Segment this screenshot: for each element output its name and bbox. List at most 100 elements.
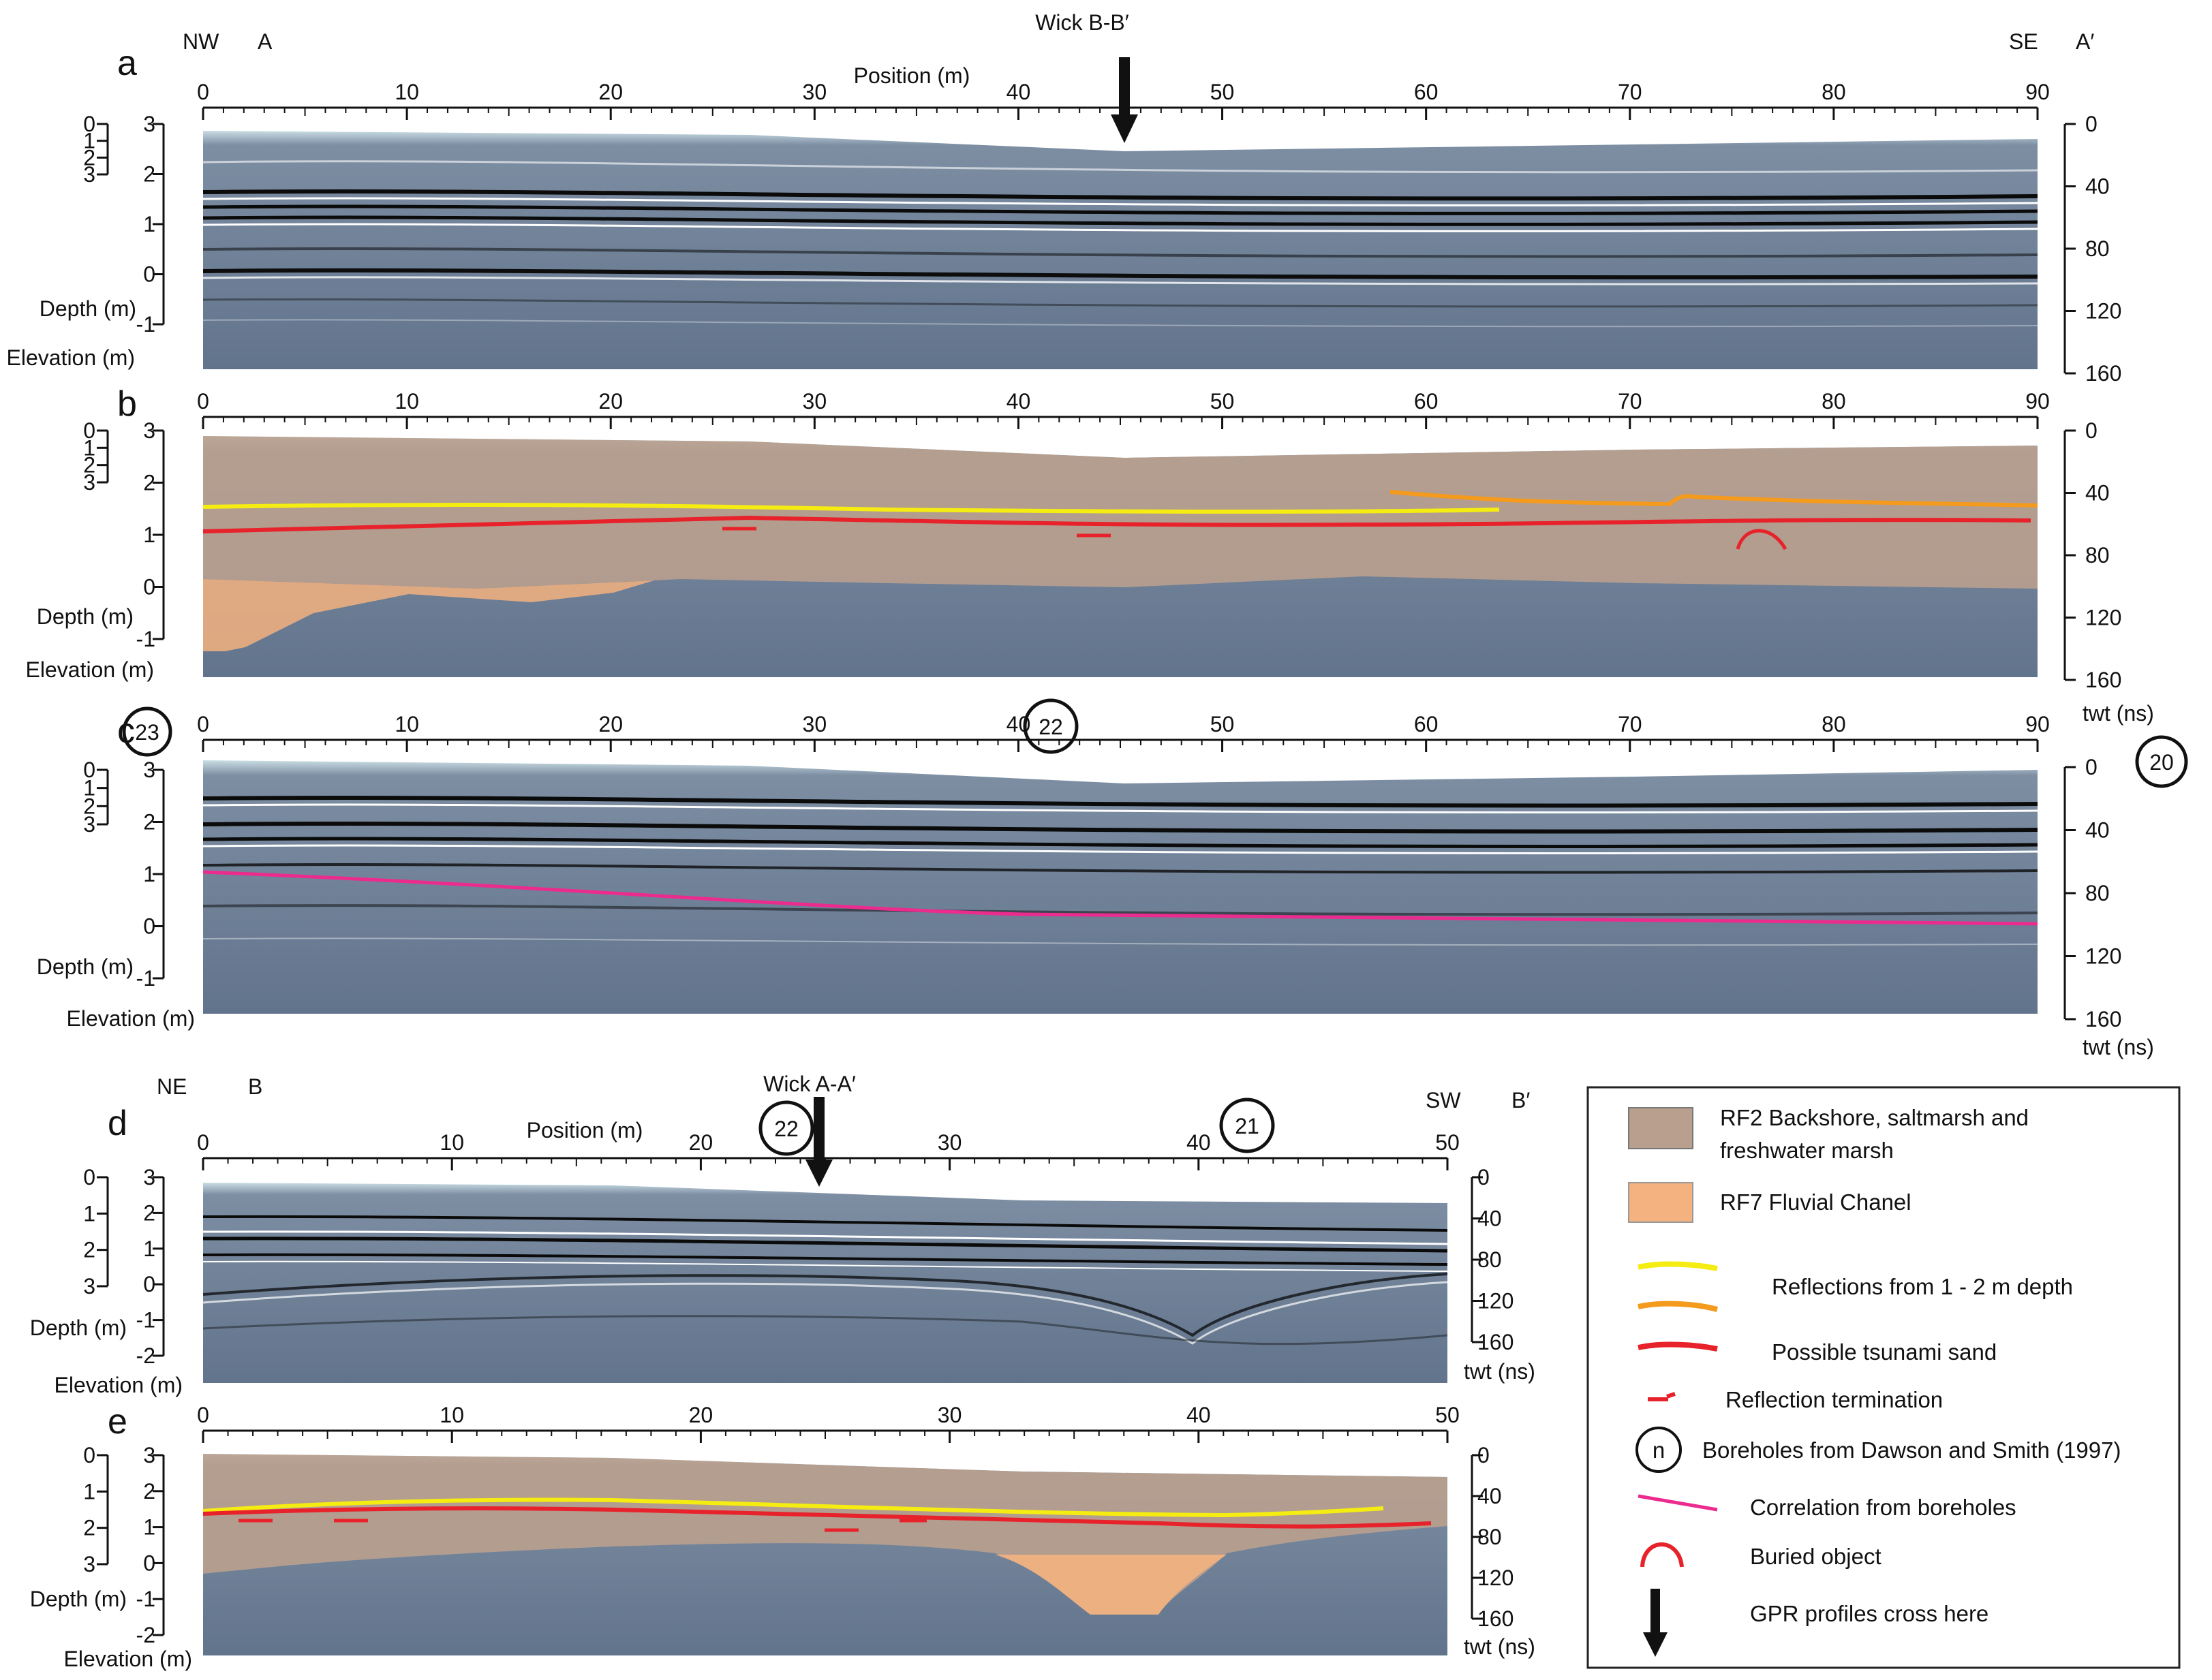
position-tick-label: 20 xyxy=(689,1130,713,1155)
direction-left-label: NW xyxy=(183,29,219,54)
cross-arrow-ab xyxy=(1111,57,1138,143)
legend-tsunami-label: Possible tsunami sand xyxy=(1772,1339,1997,1365)
elevation-axis-tick-label: -1 xyxy=(136,1308,155,1333)
borehole-number: 22 xyxy=(1039,715,1063,739)
legend-correlation: Correlation from boreholes xyxy=(1638,1494,2016,1520)
borehole-number: 21 xyxy=(1235,1114,1259,1138)
legend-correlation-label: Correlation from boreholes xyxy=(1750,1495,2016,1520)
position-tick-label: 20 xyxy=(598,80,623,104)
elevation-axis-tick-label: -2 xyxy=(136,1343,155,1368)
rf7-unit xyxy=(995,1555,1227,1615)
position-tick-label: 30 xyxy=(938,1403,962,1427)
direction-left-label: NE xyxy=(157,1074,187,1099)
elevation-axis-tick-label: 0 xyxy=(143,914,155,939)
position-tick-label: 50 xyxy=(1210,389,1235,414)
buried-object xyxy=(1736,529,1787,550)
profile-start-label: A xyxy=(258,29,273,54)
elevation-axis-tick-label: 3 xyxy=(143,112,155,136)
depth-axis-tick-label: 1 xyxy=(83,1479,95,1504)
twt-axis-tick-label: 40 xyxy=(1477,1484,1502,1508)
position-tick-label: 40 xyxy=(1007,389,1031,414)
position-tick-label: 10 xyxy=(395,389,419,414)
position-tick-label: 40 xyxy=(1186,1130,1211,1155)
twt-axis-tick-label: 120 xyxy=(1477,1566,1514,1590)
depth-axis-tick-label: 2 xyxy=(83,1516,95,1540)
reflection-yellow xyxy=(203,1497,1384,1518)
elevation-axis-tick-label: 0 xyxy=(143,262,155,287)
direction-right-label: SE xyxy=(2009,29,2038,54)
twt-axis-tick-label: 40 xyxy=(2085,174,2110,199)
twt-axis-tick-label: 0 xyxy=(1477,1443,1490,1467)
elevation-axis-tick-label: 2 xyxy=(143,1479,155,1504)
depth-axis-tick-label: 3 xyxy=(83,162,95,187)
elevation-axis-tick-label: 2 xyxy=(143,1200,155,1225)
legend-tsunami: Possible tsunami sand xyxy=(1638,1339,1997,1365)
twt-axis-title: twt (ns) xyxy=(1464,1359,1535,1384)
borehole-marker: 22 xyxy=(758,1100,814,1156)
panel-d: d NE B SW B′ Wick A-A′ Position (m) xyxy=(108,1072,1530,1383)
twt-axis-tick-label: 160 xyxy=(1477,1330,1514,1354)
legend-cross: GPR profiles cross here xyxy=(1643,1589,1988,1657)
position-tick-label: 0 xyxy=(197,712,209,736)
borehole-number: 20 xyxy=(2149,750,2174,775)
twt-axis-title: twt (ns) xyxy=(1464,1634,1535,1659)
position-tick-label: 30 xyxy=(938,1130,962,1155)
twt-axis-tick-label: 0 xyxy=(1477,1165,1490,1189)
position-axis-title: Position (m) xyxy=(854,63,970,88)
twt-axis-tick-label: 0 xyxy=(2085,112,2098,136)
reflection-yellow xyxy=(203,503,1500,514)
depth-axis-title: Depth (m) xyxy=(37,604,134,629)
elevation-axis-tick-label: 1 xyxy=(143,523,155,547)
position-tick-label: 90 xyxy=(2025,712,2050,736)
position-tick-label: 50 xyxy=(1210,80,1235,104)
borehole-marker: 23 xyxy=(122,706,172,757)
twt-axis-tick-label: 80 xyxy=(2085,236,2110,261)
legend-borehole-symbol: n xyxy=(1653,1437,1665,1463)
panel-c: c xyxy=(117,711,2038,1014)
cross-arrow-label: Wick A-A′ xyxy=(763,1072,856,1096)
twt-axis-tick-label: 120 xyxy=(2085,299,2121,324)
twt-axis-tick-label: 0 xyxy=(2085,755,2098,779)
elevation-axis-tick-label: 2 xyxy=(143,810,155,835)
depth-axis-tick-label: 0 xyxy=(83,418,95,443)
position-tick-label: 0 xyxy=(197,389,209,414)
elevation-axis-tick-label: 1 xyxy=(143,1236,155,1261)
position-axis-title: Position (m) xyxy=(527,1118,643,1142)
position-tick-label: 30 xyxy=(803,389,827,414)
depth-axis-tick-label: 0 xyxy=(83,112,95,136)
position-tick-label: 70 xyxy=(1618,712,1642,736)
elevation-axis-tick-label: -2 xyxy=(136,1623,155,1647)
position-tick-label: 80 xyxy=(1822,389,1846,414)
twt-axis-tick-label: 0 xyxy=(2085,418,2098,443)
legend-rf2-label-line2: freshwater marsh xyxy=(1720,1138,1894,1163)
elevation-axis-tick-label: 1 xyxy=(143,1515,155,1540)
twt-axis-tick-label: 40 xyxy=(2085,481,2110,505)
position-tick-label: 60 xyxy=(1414,712,1439,736)
elevation-axis-tick-label: -1 xyxy=(136,1587,155,1611)
depth-axis-tick-label: 2 xyxy=(83,794,95,818)
legend-cross-label: GPR profiles cross here xyxy=(1750,1601,1988,1626)
position-tick-label: 40 xyxy=(1186,1403,1211,1427)
position-tick-label: 20 xyxy=(598,712,623,736)
reflection-orange xyxy=(1389,490,2038,508)
tsunami-sand-line xyxy=(203,515,2031,533)
elevation-axis-title: Elevation (m) xyxy=(55,1373,183,1397)
legend-termination: Reflection termination xyxy=(1648,1387,1943,1412)
position-tick-label: 30 xyxy=(803,712,827,736)
legend-boreholes-label: Boreholes from Dawson and Smith (1997) xyxy=(1702,1437,2121,1463)
elevation-axis-tick-label: 2 xyxy=(143,471,155,495)
position-tick-label: 40 xyxy=(1007,80,1031,104)
legend-termination-label: Reflection termination xyxy=(1725,1387,1943,1412)
axes-layer: 0 10 20 30 40 50 60 70 80 9001233210-104080120160… xyxy=(7,80,2154,1671)
panel-letter-d: d xyxy=(108,1104,127,1143)
depth-axis-tick-label: 3 xyxy=(83,812,95,837)
rf7-unit xyxy=(203,579,654,651)
position-tick-label: 0 xyxy=(197,80,209,104)
gpr-radargram xyxy=(203,131,2038,369)
depth-axis-title: Depth (m) xyxy=(30,1316,127,1340)
elevation-axis-tick-label: 3 xyxy=(143,1165,155,1189)
legend: RF2 Backshore, saltmarsh and freshwater … xyxy=(1586,1086,2181,1669)
position-tick-label: 10 xyxy=(395,712,419,736)
depth-axis-tick-label: 1 xyxy=(83,129,95,153)
